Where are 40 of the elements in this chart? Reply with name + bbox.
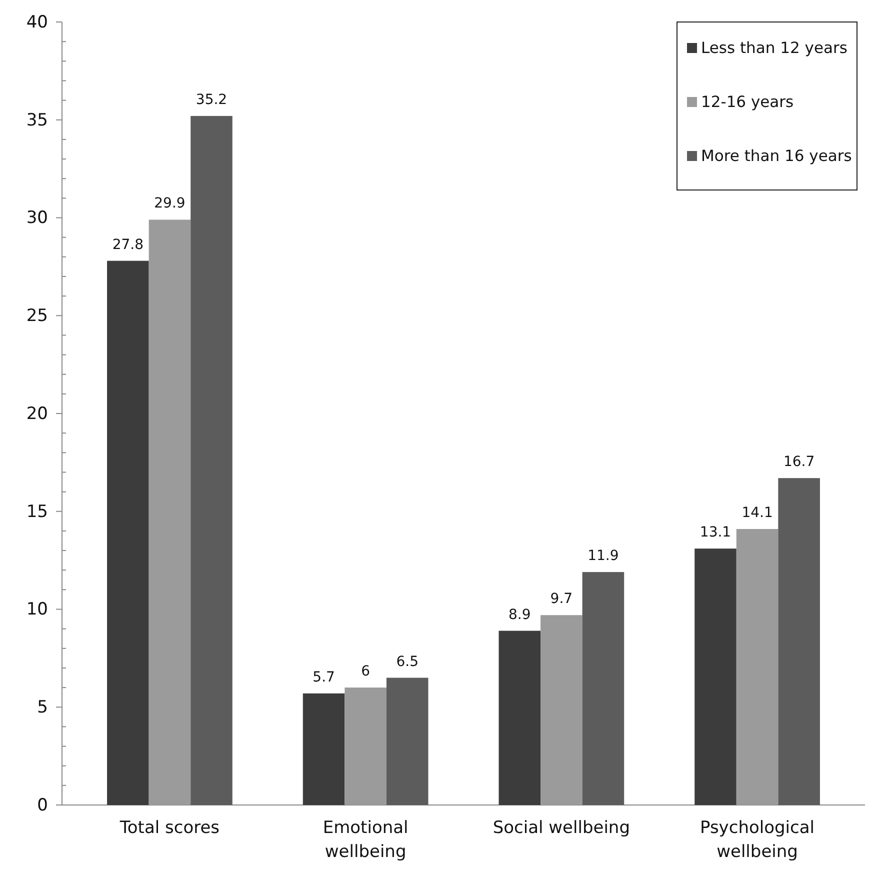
data-label: 13.1 xyxy=(700,524,732,541)
y-tick-label: 20 xyxy=(26,404,48,424)
legend-label: Less than 12 years xyxy=(701,39,848,57)
bar xyxy=(190,116,232,805)
data-label: 35.2 xyxy=(196,92,228,108)
bar xyxy=(386,678,428,805)
bar xyxy=(540,615,582,805)
data-label: 11.9 xyxy=(588,548,619,564)
y-tick-label: 25 xyxy=(26,306,48,326)
y-tick-label: 10 xyxy=(26,600,48,620)
bar xyxy=(148,220,191,805)
x-tick-label: Emotional wellbeing xyxy=(322,818,408,862)
data-label: 16.7 xyxy=(783,454,815,470)
bar xyxy=(582,572,624,805)
data-label: 5.7 xyxy=(312,669,335,686)
legend-label: 12-16 years xyxy=(701,93,794,111)
x-tick-label: Social wellbeing xyxy=(492,818,630,838)
bar xyxy=(107,260,149,805)
y-tick-label: 30 xyxy=(26,208,48,228)
data-label: 29.9 xyxy=(154,196,186,212)
bar xyxy=(778,478,820,805)
y-tick-label: 15 xyxy=(26,502,48,522)
x-tick-label: Total scores xyxy=(118,818,220,838)
data-label: 6.5 xyxy=(396,654,418,670)
y-tick-label: 5 xyxy=(37,698,48,718)
y-tick-label: 35 xyxy=(26,110,48,130)
data-label: 9.7 xyxy=(550,591,573,608)
bar xyxy=(344,688,386,805)
data-label: 27.8 xyxy=(112,236,144,253)
data-label: 14.1 xyxy=(742,504,773,521)
bar xyxy=(498,630,541,805)
data-label: 8.9 xyxy=(508,606,531,623)
x-tick-label: Psychological wellbeing xyxy=(700,818,815,862)
data-label: 6 xyxy=(361,664,370,680)
bar xyxy=(736,528,778,805)
legend-label: More than 16 years xyxy=(701,147,852,165)
bar xyxy=(694,548,736,805)
y-tick-label: 40 xyxy=(26,12,48,32)
y-tick-label: 0 xyxy=(37,795,48,816)
bar xyxy=(302,693,345,805)
